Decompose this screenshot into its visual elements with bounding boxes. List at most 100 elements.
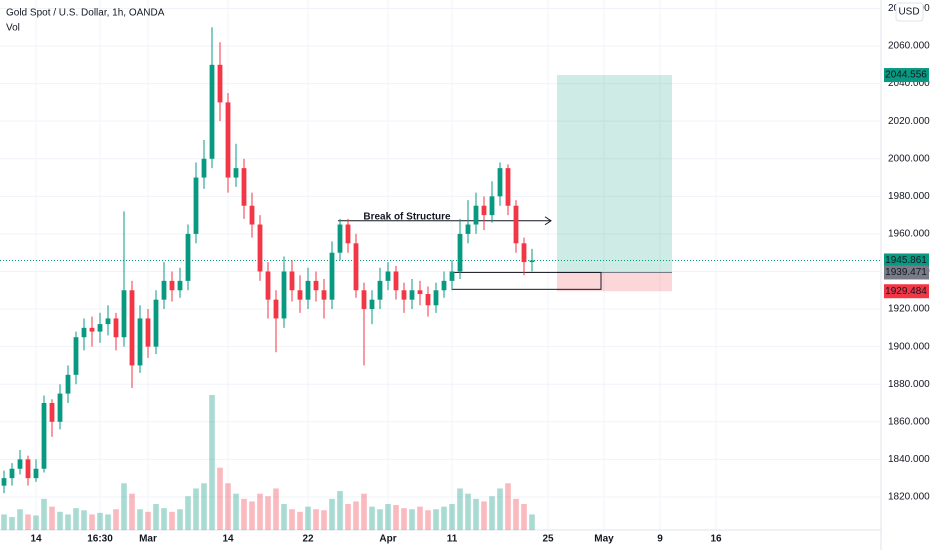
volume-bar [81,510,87,530]
volume-bar [297,511,303,530]
stop-zone [557,272,672,292]
candle-body [505,168,511,206]
volume-bar [257,493,263,530]
candle-body [417,290,423,295]
candle-body [353,243,359,291]
volume-bar [57,511,63,530]
y-tick-label: 2060.000 [888,41,930,52]
x-tick-label: Mar [139,534,157,545]
last-price-label: 1945.861 [885,255,927,266]
candle-body [393,271,399,291]
candle-body [233,168,239,178]
candle-body [169,280,175,291]
volume-bar [417,506,423,530]
volume-bar [457,488,463,530]
volume-bar [393,505,399,530]
volume-bar [441,506,447,530]
candle-body [521,243,527,263]
stop-price-label-bg [884,284,929,299]
volume-bar [33,515,39,530]
candle-body [73,337,79,375]
volume-bar [241,498,247,530]
candle-body [209,64,215,159]
candle-body [457,233,463,272]
volume-bar [105,514,111,530]
candle-body [425,294,431,306]
volume-bar [473,498,479,530]
volume-bar [145,511,151,530]
candle-body [377,280,383,300]
candle-body [361,290,367,310]
y-tick-label: 2020.000 [888,116,930,127]
candle-body [385,271,391,281]
candle-body [489,196,495,216]
candle-body [153,299,159,347]
x-tick-label: 16:30 [87,534,113,545]
candle-body [241,168,247,206]
x-tick-label: 14 [30,534,42,545]
candle-body [369,299,375,310]
volume-bar [25,514,31,530]
volume-bar [449,504,455,530]
candle-body [473,205,479,225]
x-tick-label: 16 [710,534,722,545]
candle-body [41,402,47,469]
volume-bar [265,496,271,530]
candle-body [121,290,127,338]
volume-label: Vol [6,23,20,34]
candle-body [257,224,263,272]
y-tick-label: 1900.000 [888,341,930,352]
volume-bar [465,493,471,530]
volume-bar [129,493,135,530]
candle-body [409,290,415,300]
volume-bar [289,509,295,530]
candle-body [65,374,71,394]
volume-bar [1,514,7,530]
candle-body [273,299,279,319]
candle-body [265,271,271,300]
bos-label: Break of Structure [363,211,451,222]
volume-bar [113,509,119,530]
currency-button-bg[interactable] [895,2,924,22]
volume-bar [201,483,207,530]
candle-body [129,290,135,366]
x-tick-label: Apr [379,534,396,545]
entry-price-label: 1939.471 [885,267,927,278]
volume-bar [529,514,535,530]
volume-bar [305,506,311,530]
volume-bar [225,483,231,530]
volume-bar [505,483,511,530]
volume-bar [497,488,503,530]
candle-body [57,393,63,422]
volume-bar [193,488,199,530]
volume-bar [425,510,431,530]
volume-bar [409,509,415,530]
target-price-label-bg [884,68,929,83]
candle-body [145,318,151,347]
volume-bar [169,511,175,530]
candle-body [25,459,31,479]
candle-body [321,290,327,300]
candle-body [105,318,111,325]
candle-body [97,324,103,332]
candle-body [441,280,447,291]
candle-body [481,205,487,216]
y-tick-label: 1920.000 [888,304,930,315]
volume-bar [337,491,343,530]
volume-bar [433,509,439,530]
candle-body [137,318,143,366]
candle-body [449,271,455,281]
candle-body [81,327,87,338]
volume-bar [273,488,279,530]
y-tick-label: 2000.000 [888,153,930,164]
volume-bar [345,504,351,530]
stop-price-label: 1929.484 [885,286,927,297]
candle-body [193,177,199,234]
last-price-label-bg [884,253,929,268]
layer [0,0,882,550]
candle-body [201,158,207,178]
entry-price-label-bg [884,265,929,280]
currency-button[interactable]: USD [898,7,919,18]
candle-body [49,402,55,422]
candle-body [217,64,223,103]
